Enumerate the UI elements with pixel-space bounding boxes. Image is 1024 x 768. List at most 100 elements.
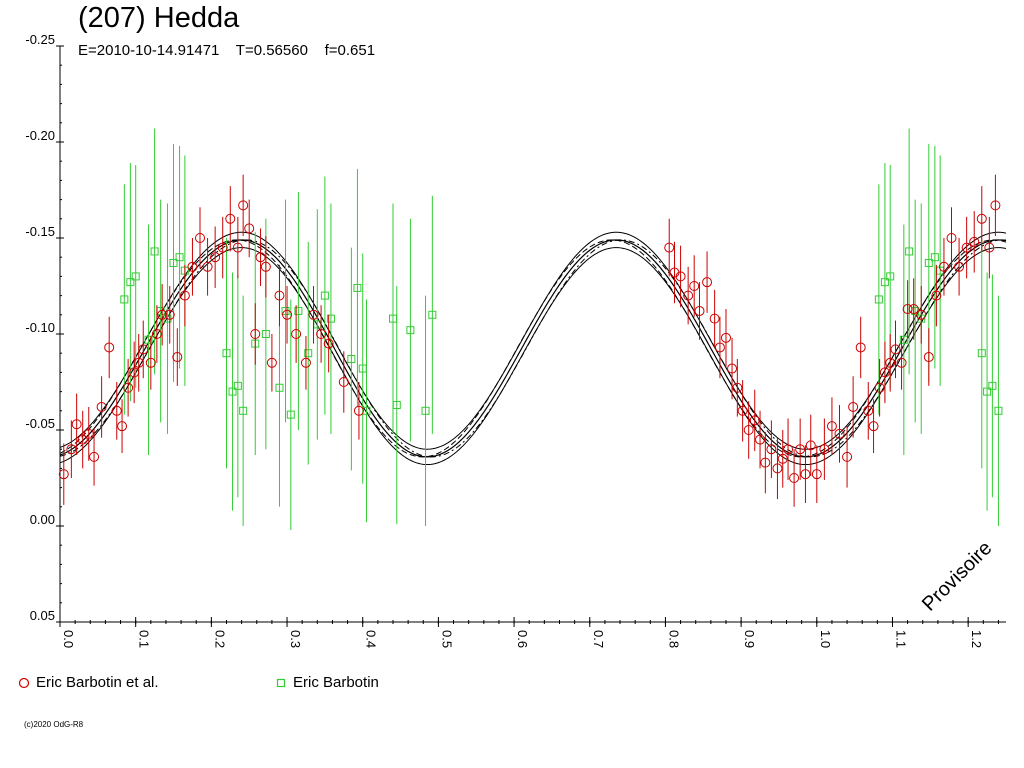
y-tick-label: -0.20 (25, 128, 55, 143)
fit-curve (59, 239, 1007, 458)
x-tick-label: 0.7 (591, 630, 606, 648)
series-1-point (117, 421, 128, 432)
y-tick-label: -0.05 (25, 416, 55, 431)
series-1-point (225, 213, 236, 224)
series-1-point (683, 290, 694, 301)
series-1-point (938, 261, 949, 272)
series-1-point (282, 309, 293, 320)
series-1-point (732, 382, 743, 393)
series-2-point (392, 401, 401, 410)
series-1-point (890, 344, 901, 355)
series-1-point (71, 419, 82, 430)
series-2-point (886, 272, 895, 281)
series-2-point (320, 291, 329, 300)
y-tick-label: -0.25 (25, 32, 55, 47)
legend-series-2: Eric Barbotin (275, 674, 379, 692)
series-1-point (961, 242, 972, 253)
x-tick-label: 1.1 (893, 630, 908, 648)
series-2-point (421, 406, 430, 415)
series-1-point (777, 453, 788, 464)
series-2-point (144, 335, 153, 344)
f-label: f=0.651 (324, 42, 376, 59)
series-1-point (755, 434, 766, 445)
series-1-point (260, 261, 271, 272)
series-1-point (795, 444, 806, 455)
series-1-point (164, 309, 175, 320)
series-1-point (885, 357, 896, 368)
x-tick-label: 1.2 (969, 630, 984, 648)
series-1-point (826, 421, 837, 432)
series-1-point (834, 428, 845, 439)
x-tick-label: 1.0 (818, 630, 833, 648)
y-tick-label: -0.15 (25, 224, 55, 239)
series-1-point (255, 252, 266, 263)
fit-envelope-dashed-b (59, 239, 1007, 458)
series-1-point (266, 357, 277, 368)
series-1-point (238, 200, 249, 211)
series-1-point (96, 401, 107, 412)
fit-envelope-dashed-a (59, 239, 1007, 458)
series-2-point (169, 258, 178, 267)
x-tick-label: 0.2 (212, 630, 227, 648)
x-tick-label: 0.6 (515, 630, 530, 648)
legend-series-1-label: Eric Barbotin et al. (36, 674, 159, 691)
x-tick-label: 0.8 (666, 630, 681, 648)
series-1-point (151, 329, 162, 339)
series-1-point (308, 309, 319, 320)
series-1-point (157, 309, 168, 320)
y-tick-label: 0.05 (30, 608, 55, 623)
series-1-point (874, 382, 885, 393)
series-1-point (819, 444, 830, 455)
series-2-point (294, 306, 303, 315)
series-2-point (977, 349, 986, 358)
series-1-point (879, 367, 890, 378)
series-1-point (896, 357, 907, 368)
series-2-point (988, 381, 997, 390)
series-2-point (353, 283, 362, 292)
series-1-point (179, 290, 190, 301)
series-1-point (969, 236, 980, 247)
series-1-point (323, 338, 334, 349)
series-2-point (930, 253, 939, 262)
chart-subtitle: E=2010-10-14.91471 T=0.56560 f=0.651 (78, 42, 375, 59)
series-2-point (406, 326, 415, 335)
series-1-point (805, 440, 816, 451)
provisoire-watermark: Provisoire (918, 537, 996, 615)
series-1-point (902, 304, 913, 315)
series-1-point (868, 421, 879, 432)
series-2-point (874, 295, 883, 304)
series-1-point (772, 463, 783, 474)
series-2-point (286, 410, 295, 419)
legend-series-1: Eric Barbotin et al. (18, 674, 159, 692)
series-1-point (195, 233, 206, 243)
series-2-point (275, 383, 284, 392)
series-1-point (760, 457, 771, 468)
series-2-point (126, 278, 135, 287)
series-1-point (353, 405, 364, 416)
series-1-point (855, 342, 866, 353)
series-1-point (743, 425, 754, 435)
series-1-point (842, 451, 853, 462)
series-1-point (783, 444, 794, 455)
series-1-point (954, 261, 965, 272)
series-1-point (244, 223, 255, 234)
series-2-point (880, 278, 889, 287)
x-tick-label: 0.5 (439, 630, 454, 648)
period-label: T=0.56560 (235, 42, 308, 59)
series-2-point (347, 354, 356, 363)
series-1-point (210, 252, 221, 263)
series-1-point (58, 469, 69, 480)
series-1-point (675, 271, 686, 282)
x-tick-label: 0.9 (742, 630, 757, 648)
series-1-point (145, 357, 156, 368)
x-tick-label: 0.3 (288, 630, 303, 648)
series-1-point (123, 382, 134, 393)
legend-series-2-label: Eric Barbotin (293, 674, 379, 691)
fit-envelope-lower (59, 247, 1007, 466)
series-1-point (931, 290, 942, 301)
copyright-notice: (c)2020 OdG-R8 (24, 720, 84, 729)
series-1-point (923, 352, 934, 363)
series-1-point (664, 242, 675, 253)
series-1-point (111, 405, 122, 416)
